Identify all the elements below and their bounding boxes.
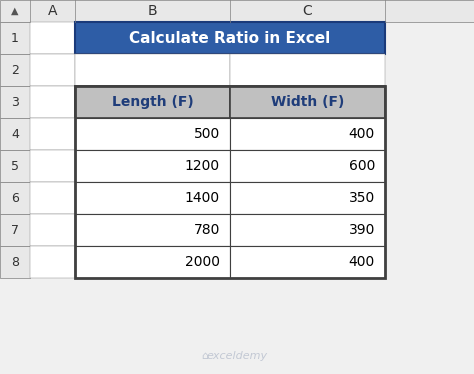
Text: 400: 400: [349, 255, 375, 269]
Text: A: A: [48, 4, 57, 18]
Bar: [230, 150, 385, 182]
Text: 8: 8: [11, 255, 19, 269]
Text: 600: 600: [348, 159, 375, 173]
Bar: [230, 246, 385, 278]
Bar: [75, 86, 230, 118]
Bar: [230, 54, 385, 86]
Bar: [30, 86, 75, 118]
Text: 1200: 1200: [185, 159, 220, 173]
Bar: [230, 118, 385, 150]
Text: 1400: 1400: [185, 191, 220, 205]
Bar: [0, 182, 30, 214]
Text: 400: 400: [349, 127, 375, 141]
Text: 500: 500: [194, 127, 220, 141]
Text: C: C: [302, 4, 312, 18]
Bar: [30, 182, 75, 214]
Bar: [30, 118, 75, 150]
Bar: [75, 22, 385, 54]
Text: 350: 350: [349, 191, 375, 205]
Text: 2000: 2000: [185, 255, 220, 269]
Text: 6: 6: [11, 191, 19, 205]
Text: 1: 1: [11, 31, 19, 45]
Text: Width (F): Width (F): [271, 95, 344, 109]
Bar: [30, 54, 75, 86]
Bar: [0, 22, 30, 54]
Bar: [75, 182, 230, 214]
Bar: [30, 150, 75, 182]
Text: 4: 4: [11, 128, 19, 141]
Bar: [75, 246, 230, 278]
Bar: [0, 214, 30, 246]
Text: 5: 5: [11, 159, 19, 172]
Bar: [30, 22, 75, 54]
Text: 3: 3: [11, 95, 19, 108]
Text: ▲: ▲: [11, 6, 19, 16]
Bar: [0, 86, 30, 118]
Bar: [230, 214, 385, 246]
Text: 7: 7: [11, 224, 19, 236]
Text: Calculate Ratio in Excel: Calculate Ratio in Excel: [129, 31, 331, 46]
Bar: [0, 150, 30, 182]
Bar: [0, 118, 30, 150]
Bar: [0, 246, 30, 278]
Bar: [75, 54, 230, 86]
Bar: [0, 0, 474, 22]
Bar: [230, 182, 385, 214]
Text: ⌂: ⌂: [201, 351, 209, 361]
Text: 2: 2: [11, 64, 19, 77]
Bar: [0, 54, 30, 86]
Bar: [75, 150, 230, 182]
Bar: [230, 86, 385, 118]
Text: B: B: [148, 4, 157, 18]
Bar: [30, 246, 75, 278]
Bar: [75, 118, 230, 150]
Text: exceldemy: exceldemy: [207, 351, 267, 361]
Bar: [75, 214, 230, 246]
Text: Length (F): Length (F): [111, 95, 193, 109]
Text: 390: 390: [348, 223, 375, 237]
Bar: [75, 86, 385, 278]
Text: 780: 780: [193, 223, 220, 237]
Bar: [30, 214, 75, 246]
